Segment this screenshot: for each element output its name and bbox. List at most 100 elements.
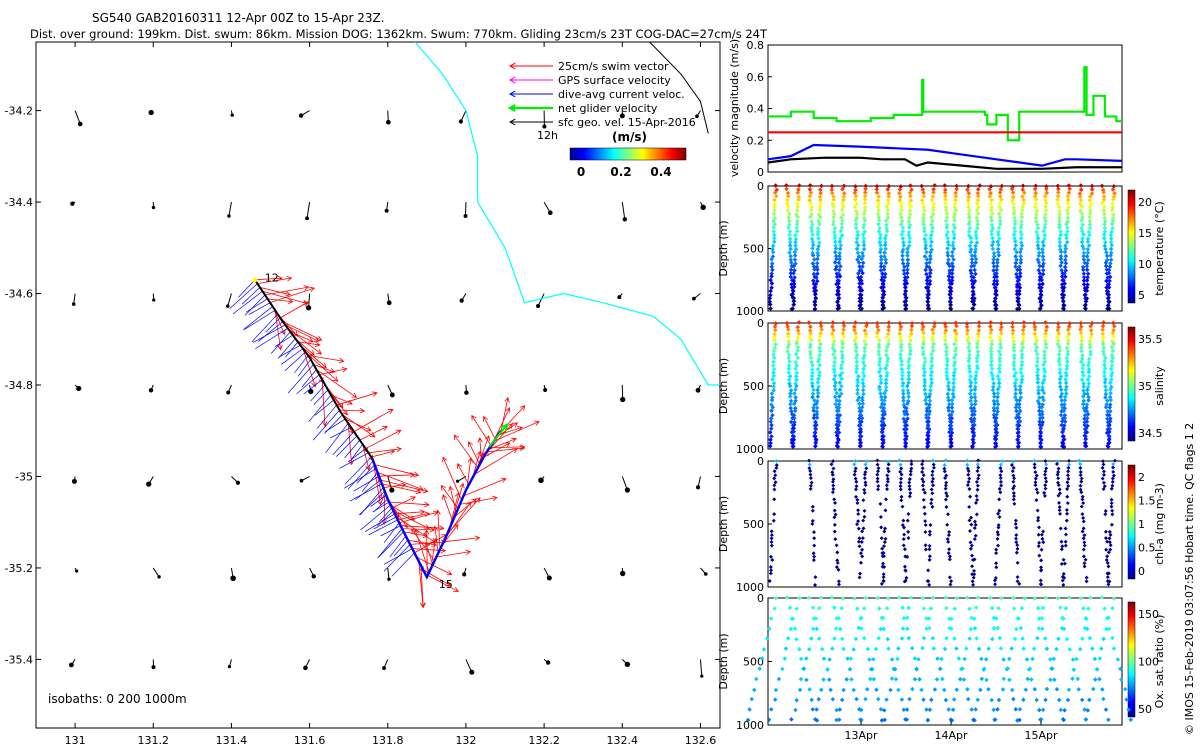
section-data-point bbox=[1035, 239, 1041, 245]
swim-vector-head bbox=[424, 541, 430, 548]
section-data-point bbox=[966, 341, 972, 346]
section-data-point bbox=[1039, 303, 1044, 308]
section-data-point bbox=[920, 335, 926, 340]
map-ytick-label: -35 bbox=[15, 470, 33, 483]
section-data-point bbox=[769, 257, 774, 262]
section-data-point bbox=[1015, 437, 1020, 442]
section-data-point bbox=[946, 274, 952, 279]
section-data-point bbox=[948, 306, 954, 312]
section-data-point bbox=[788, 391, 793, 396]
section-data-point bbox=[880, 302, 885, 308]
swim-vector bbox=[414, 534, 447, 554]
section-data-point bbox=[988, 320, 994, 325]
swim-vector-head bbox=[378, 494, 385, 501]
section-data-point bbox=[886, 324, 891, 330]
section-data-point bbox=[973, 398, 978, 404]
section-data-point bbox=[997, 363, 1003, 368]
section-data-point bbox=[1013, 387, 1019, 392]
section-data-point bbox=[931, 341, 936, 347]
section-data-point bbox=[773, 321, 778, 326]
section-data-point bbox=[948, 436, 954, 442]
section-data-point bbox=[833, 387, 838, 392]
geo-vector-head bbox=[71, 478, 77, 484]
swim-vector-head bbox=[303, 285, 310, 291]
section-data-point bbox=[813, 295, 819, 301]
section-data-point bbox=[814, 409, 820, 415]
section-data-point bbox=[905, 383, 910, 389]
section-data-point bbox=[1010, 331, 1015, 336]
section-data-point bbox=[878, 377, 884, 382]
section-data-point bbox=[928, 270, 933, 276]
swim-vector-head bbox=[321, 421, 328, 427]
section-data-point bbox=[854, 369, 859, 375]
geo-vector-head bbox=[464, 390, 469, 395]
credit-text: © IMOS 15-Feb-2019 03:07:56 Hobart time.… bbox=[1183, 423, 1196, 735]
geo-vector-head bbox=[542, 124, 547, 129]
current-vector bbox=[350, 444, 363, 461]
section-data-point bbox=[771, 367, 777, 372]
section-data-point bbox=[1063, 253, 1069, 259]
section-data-point bbox=[926, 429, 931, 435]
section-data-point bbox=[814, 422, 819, 428]
swim-vector-head bbox=[440, 484, 447, 491]
swim-vector bbox=[279, 301, 309, 319]
section-data-point bbox=[1085, 257, 1091, 263]
section-data-point bbox=[1063, 391, 1069, 396]
section-data-point bbox=[907, 345, 913, 350]
section-data-point bbox=[809, 373, 815, 379]
section-data-point bbox=[942, 321, 948, 326]
section-data-point bbox=[1081, 246, 1086, 251]
section-data-point bbox=[945, 359, 950, 364]
section-data-point bbox=[876, 337, 882, 343]
section-data-point bbox=[857, 437, 863, 443]
colorbar-title: (m/s) bbox=[612, 130, 647, 144]
section-data-point bbox=[1057, 362, 1063, 368]
section-data-point bbox=[975, 341, 980, 347]
section-data-point bbox=[786, 352, 792, 358]
section-data-point bbox=[993, 444, 998, 450]
geo-vector-head bbox=[311, 574, 316, 579]
section-data-point bbox=[903, 306, 908, 312]
velocity-series-line bbox=[767, 156, 1122, 170]
section-data-point bbox=[1033, 215, 1039, 221]
section-data-point bbox=[1041, 228, 1046, 234]
section-data-point bbox=[967, 352, 972, 358]
section-data-point bbox=[1106, 281, 1112, 287]
section-data-point bbox=[1065, 334, 1071, 339]
section-data-point bbox=[770, 405, 776, 410]
section-data-point bbox=[903, 443, 908, 449]
section-data-point bbox=[974, 355, 980, 361]
section-data-point bbox=[859, 292, 864, 298]
section-data-point bbox=[990, 376, 996, 382]
geo-vector-head bbox=[225, 304, 230, 308]
geo-vector-head bbox=[463, 214, 468, 218]
swim-vector bbox=[443, 537, 480, 543]
geo-vector-head bbox=[71, 302, 76, 306]
section-ylabel: Depth (m) bbox=[717, 496, 730, 552]
section-data-point bbox=[747, 707, 752, 712]
section-data-point bbox=[1103, 240, 1108, 245]
section-data-point bbox=[926, 415, 931, 421]
swim-vector-head bbox=[419, 509, 426, 515]
swim-vector bbox=[403, 531, 428, 537]
current-vector bbox=[301, 369, 317, 388]
section-data-point bbox=[859, 256, 865, 262]
section-data-point bbox=[812, 299, 817, 305]
section-data-point bbox=[989, 341, 995, 347]
section-data-point bbox=[856, 260, 862, 265]
section-data-point bbox=[769, 264, 774, 270]
swim-vector-head bbox=[342, 409, 348, 416]
section-data-point bbox=[1064, 345, 1070, 351]
section-colorbar-tick: 1 bbox=[1138, 518, 1145, 531]
section-colorbar-tick: 0 bbox=[1138, 565, 1145, 578]
section-data-point bbox=[1081, 271, 1087, 276]
section-data-point bbox=[1033, 183, 1039, 189]
section-data-point bbox=[967, 369, 973, 375]
section-data-point bbox=[905, 270, 910, 276]
section-data-point bbox=[771, 370, 776, 376]
section-data-point bbox=[836, 430, 842, 435]
section-data-point bbox=[795, 348, 801, 354]
section-data-point bbox=[830, 345, 836, 351]
section-data-point bbox=[1056, 186, 1061, 192]
section-data-point bbox=[1017, 398, 1022, 403]
